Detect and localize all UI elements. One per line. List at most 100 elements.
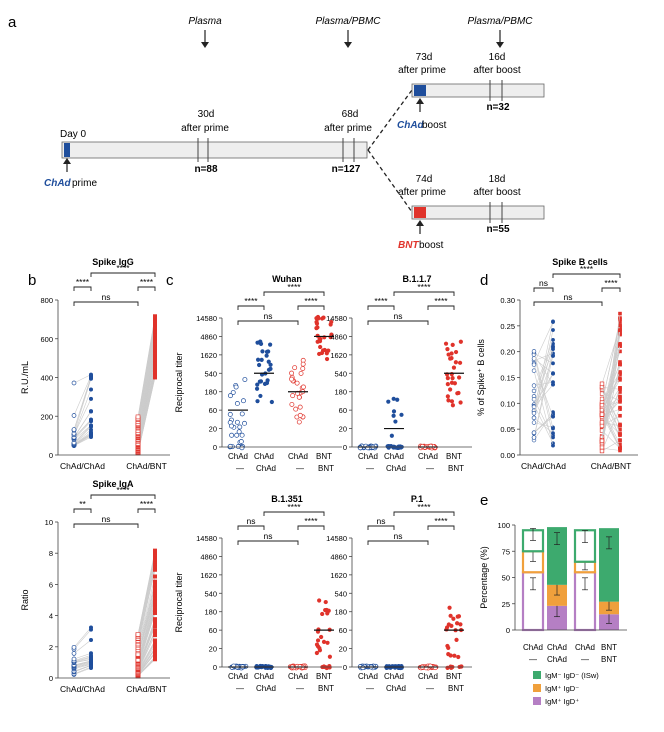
c-b117-point (445, 376, 450, 381)
c-b117-point (365, 445, 371, 451)
b-igg-pair-line (73, 429, 92, 444)
b-iga-point (153, 643, 157, 648)
d-bcells-point (618, 328, 622, 333)
d-bcells-point (618, 400, 622, 404)
b-iga-pair-line (137, 648, 156, 674)
b-igg-point (153, 357, 157, 362)
c-b117-bracket (367, 320, 429, 325)
c-wuhan-point (242, 420, 247, 426)
timeline-branch2-n: n=55 (486, 224, 510, 235)
b-iga-pair-line (137, 658, 156, 677)
c-p1-point (456, 654, 461, 660)
panel-letter-c: c (166, 272, 174, 289)
c-wuhan-point (289, 401, 295, 407)
d-bcells-sig: ns (564, 292, 573, 302)
b-igg-bracket (73, 286, 92, 291)
c-b117-sublabel: ChAd (386, 464, 406, 473)
d-bcells-point (618, 349, 622, 354)
c-b117-sig: ns (394, 311, 403, 321)
c-b117-point (449, 372, 454, 377)
b-igg-point (153, 325, 157, 330)
b-iga-pair-line (73, 656, 92, 662)
c-p1-point (454, 621, 460, 626)
c-p1-point (432, 665, 438, 671)
d-bcells-point (618, 320, 622, 324)
e-subsets-xlabel: BNT (601, 643, 617, 652)
e-subsets-xlabel: ChAd (547, 643, 567, 652)
c-wuhan-bracket (297, 305, 325, 310)
b-igg-pair-line (73, 389, 92, 435)
c-b117-tick-label: 4860 (330, 332, 347, 341)
c-b117-point (445, 347, 450, 352)
c-b117-point (393, 419, 398, 424)
d-bcells-point (618, 370, 622, 374)
c-wuhan-point (329, 319, 334, 325)
b-iga-pair-line (73, 657, 92, 663)
b-iga-point (153, 557, 157, 562)
b-iga-point (71, 644, 77, 650)
c-b1351-point (321, 639, 327, 644)
b-iga-point (153, 579, 157, 584)
c-p1-point (448, 664, 453, 669)
c-p1-sig: **** (434, 516, 448, 526)
c-wuhan-point (324, 351, 329, 356)
b-iga-point (153, 574, 157, 579)
panel-letter-e: e (480, 492, 488, 509)
d-bcells-point (551, 344, 555, 349)
c-wuhan-point (237, 424, 243, 430)
c-p1-tick-label: 1620 (330, 571, 347, 580)
d-bcells-sig: **** (580, 264, 594, 274)
c-wuhan-point (255, 399, 260, 404)
c-b1351-tick-label: 14580 (196, 534, 217, 543)
d-bcells-point (618, 442, 622, 447)
b-igg-pair-line (73, 434, 92, 446)
c-p1-xlabel: ChAd (358, 672, 378, 681)
d-bcells-point (618, 317, 622, 322)
b-igg-pair-line (73, 433, 92, 445)
d-bcells-point (599, 448, 605, 454)
c-b117-point (385, 444, 390, 449)
timeline-main-bar (61, 141, 368, 159)
b-iga-bracket (137, 508, 156, 513)
c-wuhan-point (241, 398, 246, 404)
c-p1-bracket (393, 511, 455, 516)
c-wuhan-point (300, 384, 306, 390)
b-iga-pair-line (73, 627, 92, 648)
d-bcells-point (618, 438, 622, 442)
b-igg-pair-line (73, 411, 92, 438)
c-b117-point (449, 399, 455, 404)
timeline-branch2-boost-day: 18d (489, 174, 506, 185)
c-wuhan-tick-label: 14580 (196, 314, 217, 323)
d-bcells-point (618, 390, 622, 394)
d-bcells-tick-label: 0.10 (500, 399, 515, 408)
b-iga-pair-line (137, 597, 156, 661)
timeline-branch-bnt-bar (411, 205, 545, 220)
c-b117-point (386, 399, 391, 404)
d-bcells-pair-line (601, 386, 621, 425)
b-igg-title: Spike IgG (92, 257, 134, 267)
b-igg-ylabel: R.U./mL (20, 361, 30, 394)
c-wuhan-point (300, 366, 306, 372)
c-b117-xlabel: ChAd (384, 452, 404, 461)
e-subsets-xlabel: ChAd (523, 643, 543, 652)
c-b1351-point (263, 664, 268, 669)
b-iga-point (153, 638, 157, 643)
timeline-prime-vaccine: ChAd (44, 178, 72, 189)
d-bcells-pair-line (533, 354, 554, 385)
timeline-branch1-prime-day: 73d (416, 52, 433, 63)
b-igg-pair-line (73, 419, 92, 438)
c-b1351-bracket (237, 525, 265, 530)
c-wuhan-point (227, 443, 233, 449)
c-b117-point (452, 381, 458, 386)
timeline-arrow-label-plasma-pbmc-2: Plasma/PBMC (467, 16, 533, 27)
b-iga-pair-line (73, 663, 92, 669)
b-iga-tick-label: 4 (49, 612, 53, 621)
c-b1351-bracket (297, 525, 325, 530)
b-igg-point (89, 417, 93, 422)
d-bcells-pair-line (601, 440, 621, 452)
c-wuhan-point (329, 332, 334, 337)
d-bcells-bracket (533, 301, 603, 306)
d-bcells-point (551, 426, 555, 431)
b-igg-tick-label: 600 (40, 335, 53, 344)
e-subsets-sublabel: — (581, 655, 589, 664)
